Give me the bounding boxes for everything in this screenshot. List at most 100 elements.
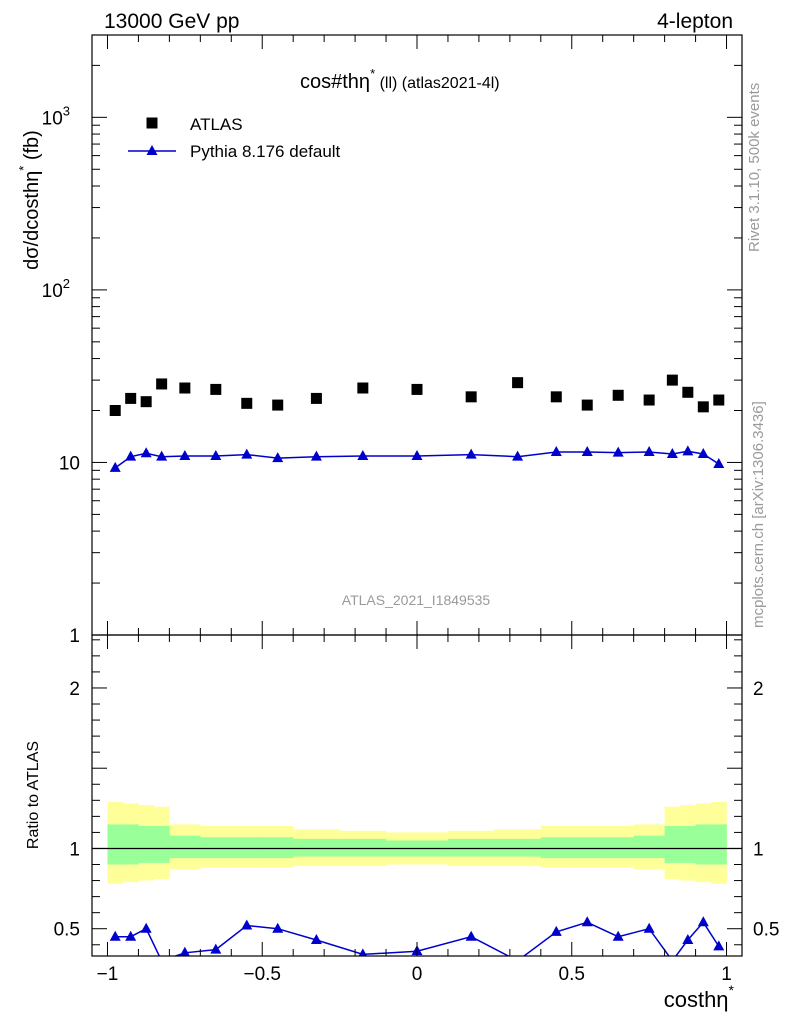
ratio-inner-band [107,824,124,865]
main-y-ticks [92,34,742,636]
pythia-data-point [666,447,678,458]
ratio-y-tick-label-left: 2 [69,679,80,700]
ratio-pythia-point [697,916,709,927]
pythia-data-point [697,447,709,458]
pythia-data-point [512,450,524,461]
main-y-axis-label-main: dσ/dcosthη [21,171,43,270]
ratio-pythia-point [310,933,322,944]
ratio-pythia-point [109,930,121,941]
ratio-inner-band [200,837,232,859]
atlas-data-point [125,392,137,404]
pythia-data-point [140,447,152,458]
atlas-data-point [357,382,369,394]
pythia-data-point [550,445,562,456]
main-title-sup: * [370,66,375,81]
watermark: ATLAS_2021_I1849535 [342,592,491,608]
pythia-data-point [357,449,369,460]
atlas-data-point [179,382,191,394]
pythia-data-point [581,445,593,456]
legend-pythia-label: Pythia 8.176 default [190,142,341,161]
atlas-data-point [210,383,222,395]
x-axis-label: costhη* [664,982,735,1012]
ratio-inner-band [231,837,263,859]
pythia-data-point [465,448,477,459]
ratio-inner-band [262,837,294,859]
main-series [109,374,725,472]
atlas-data-point [109,404,121,416]
x-tick-label: 1 [721,964,732,985]
ratio-inner-band [447,838,495,857]
ratio-inner-band [153,825,170,863]
atlas-data-point [666,374,678,386]
x-tick-label: −0.5 [243,964,281,985]
mcplots-label: mcplots.cern.ch [arXiv:1306.3436] [750,401,767,628]
pythia-data-point [310,450,322,461]
atlas-data-point [465,391,477,403]
ratio-pythia-point [550,925,562,936]
ratio-pythia-point [358,948,368,956]
ratio-x-ticks [106,635,728,956]
main-title: cos#thη* (ll) (atlas2021-4l) [300,66,500,93]
ratio-pythia-point [643,922,655,933]
pythia-data-point [109,461,121,472]
atlas-data-point [612,389,624,401]
atlas-data-point [713,394,725,406]
pythia-data-point [210,449,222,460]
main-y-axis-label-rest: (fb) [21,130,43,166]
atlas-data-point [241,397,253,409]
ratio-inner-band [695,824,712,865]
ratio-inner-band [494,838,542,857]
pythia-data-point [643,445,655,456]
ratio-inner-band [122,824,139,865]
ratio-inner-band [633,835,665,859]
ratio-pythia-point [179,946,190,956]
pythia-data-point [241,448,253,459]
main-y-tick-label: 1 [69,626,80,647]
main-y-tick-label-base: 10 [42,108,63,129]
ratio-pythia-point [241,919,253,930]
ratio-pythia-point [581,916,593,927]
ratio-inner-band [540,837,573,859]
ratio-y-tick-label-left: 1 [69,839,80,860]
pythia-data-point [272,452,284,463]
atlas-data-point [682,386,694,398]
pythia-data-point [612,446,624,457]
ratio-panel: 0.5 0.5 1 1 2 2 −1 −0.5 0 0.5 1 [54,634,780,985]
legend-atlas-label: ATLAS [190,115,243,134]
main-y-tick-label-exp: 2 [63,276,70,291]
pythia-data-point [156,450,168,461]
main-y-tick-label-base: 1 [69,626,80,647]
main-title-main: cos#thη [300,71,370,93]
ratio-inner-band [293,838,340,857]
main-title-rest: (ll) (atlas2021-4l) [375,75,499,92]
main-y-tick-label-base: 10 [59,453,80,474]
ratio-inner-band [711,824,727,865]
ratio-inner-band [680,825,696,863]
ratio-tick-labels: 0.5 0.5 1 1 2 2 −1 −0.5 0 0.5 1 [54,679,780,985]
x-tick-label: −1 [97,964,119,985]
main-y-tick-label: 102 [42,276,70,302]
ratio-pythia-point [612,930,624,941]
atlas-data-point [310,392,322,404]
main-y-axis-label-sup: * [16,166,31,171]
ratio-inner-band [138,825,155,863]
ratio-y-tick-label-left: 0.5 [54,920,80,941]
atlas-data-point [581,399,593,411]
ratio-pythia-point [140,922,152,933]
atlas-data-point [512,377,524,389]
main-y-tick-label-base: 10 [42,281,63,302]
x-tick-label: 0.5 [559,964,585,985]
ratio-y-tick-label-right: 1 [753,839,764,860]
legend-pythia-marker [146,145,158,155]
ratio-pythia-point [210,943,222,954]
ratio-pythia-point [125,930,137,941]
pythia-data-point [125,450,137,461]
ratio-y-ticks [92,639,742,946]
atlas-data-point [140,396,152,408]
ratio-pythia-point [465,930,477,941]
ratio-uncertainty-bands [107,801,727,884]
ratio-inner-band [169,835,201,859]
ratio-pythia-point [272,922,284,933]
